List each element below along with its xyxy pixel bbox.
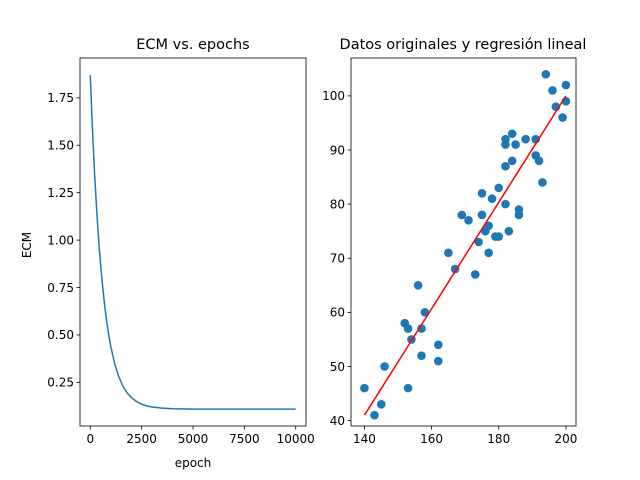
data-point — [538, 178, 547, 187]
regression-y-tick-label: 60 — [330, 306, 345, 320]
regression-y-tick-label: 100 — [322, 89, 345, 103]
ecm-y-tick-label: 0.50 — [47, 328, 74, 342]
data-point — [521, 134, 530, 144]
ecm-x-tick-label: 10000 — [277, 432, 315, 446]
data-point — [511, 140, 520, 149]
ecm-x-axis-label: epoch — [175, 456, 212, 470]
data-point — [464, 216, 473, 225]
data-point — [474, 237, 483, 247]
regression-x-tick-label: 140 — [353, 432, 376, 446]
ecm-x-tick-label: 7500 — [229, 432, 260, 446]
data-point — [417, 351, 426, 360]
data-point — [413, 280, 423, 290]
ecm-plot-background — [80, 58, 306, 426]
ecm-series-line — [89, 75, 296, 410]
data-point — [457, 210, 467, 220]
regression-chart: Datos originales y regresión lineal 140 1… — [322, 37, 586, 446]
data-point — [484, 221, 493, 231]
regression-plot-background — [351, 58, 576, 426]
regression-frame — [350, 57, 577, 427]
data-point — [504, 226, 514, 236]
regression-y-tick-label: 90 — [330, 143, 345, 157]
data-point — [434, 356, 443, 366]
data-point — [514, 210, 524, 220]
data-point — [380, 362, 389, 371]
data-point — [370, 410, 379, 420]
data-point — [487, 194, 497, 204]
ecm-chart: ECM vs. epochs 0 2500 5000 7500 10000 0.25 0.5… — [20, 37, 315, 470]
ecm-frame — [79, 57, 307, 427]
data-point — [477, 210, 487, 220]
regression-x-tick-label: 200 — [554, 432, 577, 446]
data-point — [470, 270, 480, 279]
data-point — [561, 80, 571, 90]
regression-x-tick-label: 160 — [420, 432, 443, 446]
data-point — [434, 340, 443, 350]
data-point — [558, 113, 567, 122]
data-point — [417, 324, 426, 333]
data-point — [494, 232, 504, 241]
data-point — [507, 129, 517, 139]
data-point — [360, 383, 369, 393]
data-point — [494, 183, 504, 193]
ecm-y-tick-label: 0.25 — [47, 376, 74, 390]
ecm-chart-title: ECM vs. epochs — [136, 37, 249, 53]
regression-y-tick-label: 70 — [330, 252, 345, 266]
ecm-y-tick-label: 0.75 — [47, 281, 74, 295]
ecm-x-tick-label: 5000 — [178, 432, 209, 446]
ecm-y-tick-label: 1.00 — [47, 233, 74, 247]
regression-y-tick-label: 80 — [330, 197, 345, 211]
data-point — [484, 248, 493, 258]
data-point — [548, 86, 557, 95]
ecm-x-tick-label: 2500 — [126, 432, 157, 446]
data-point — [507, 156, 517, 166]
data-point — [403, 383, 413, 393]
ecm-y-axis-label: ECM — [20, 232, 34, 258]
regression-y-tick-label: 50 — [330, 360, 345, 374]
data-point — [541, 69, 551, 79]
regression-chart-title: Datos originales y regresión lineal — [340, 37, 587, 53]
data-point — [420, 308, 430, 317]
data-point — [534, 156, 544, 166]
data-point — [477, 188, 487, 198]
data-point — [501, 134, 510, 144]
ecm-plot-area: 0 2500 5000 7500 10000 0.25 0.50 0.75 1.00 1.25 1.… — [47, 57, 315, 446]
regression-line — [363, 95, 567, 416]
data-point — [376, 400, 386, 409]
ecm-x-tick-label: 0 — [86, 432, 94, 446]
data-point — [403, 324, 413, 333]
regression-y-tick-label: 40 — [330, 414, 345, 428]
regression-plot-area: 140 160 180 200 40 50 60 70 80 90 100 — [322, 57, 577, 446]
data-point — [501, 161, 510, 171]
data-point — [501, 199, 510, 209]
ecm-y-tick-label: 1.50 — [47, 139, 74, 153]
regression-x-tick-label: 180 — [487, 432, 510, 446]
ecm-y-tick-label: 1.25 — [47, 186, 74, 200]
data-point — [444, 248, 453, 258]
ecm-y-tick-label: 1.75 — [47, 91, 74, 105]
